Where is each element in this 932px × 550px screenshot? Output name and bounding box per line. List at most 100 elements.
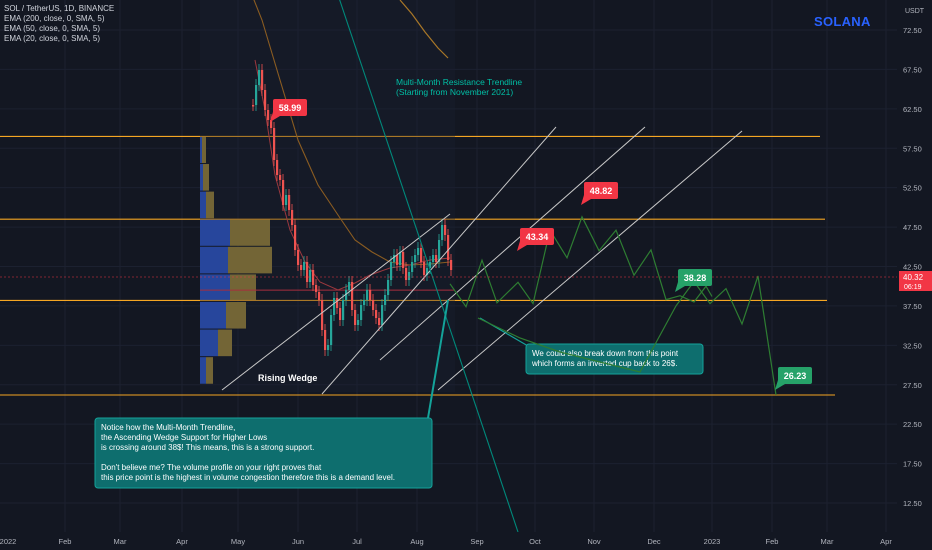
- price-flag: [520, 228, 554, 245]
- current-price-countdown: 06:19: [904, 284, 922, 291]
- price-flag-tail: [270, 112, 280, 122]
- callout-main-line: is crossing around 38$! This means, this…: [101, 443, 314, 452]
- candle-body: [339, 308, 342, 320]
- candle-body: [432, 255, 435, 262]
- volume-profile-bar-sell: [230, 219, 270, 246]
- current-price-tag: [899, 271, 932, 291]
- current-price-value: 40.32: [903, 273, 924, 282]
- price-flag-label: 26.23: [784, 371, 807, 381]
- candle-body: [258, 70, 261, 85]
- trendline-subtitle: (Starting from November 2021): [396, 87, 513, 97]
- volume-profile-bar-sell: [202, 136, 206, 164]
- candle-body: [366, 290, 369, 300]
- candle-body: [444, 225, 447, 235]
- candle-body: [360, 305, 363, 320]
- candle-body: [291, 210, 294, 225]
- volume-profile-bar-sell: [206, 357, 213, 384]
- time-tick-label: Apr: [176, 537, 188, 546]
- candle-body: [399, 252, 402, 265]
- symbol-line: SOL / TetherUS, 1D, BINANCE: [4, 4, 115, 13]
- candle-body: [255, 85, 258, 105]
- symbol-watermark: SOLANA: [814, 14, 871, 29]
- callout-main: Notice how the Multi-Month Trendline,the…: [94, 417, 433, 489]
- volume-profile-bar-buy: [200, 246, 228, 274]
- candle-body: [411, 262, 414, 272]
- volume-profile-bar-buy: [200, 164, 203, 191]
- candle-body: [330, 315, 333, 345]
- candle-body: [306, 262, 309, 282]
- volume-profile-bar-buy: [200, 357, 206, 384]
- volume-profile: [200, 136, 272, 384]
- currency-label: USDT: [905, 8, 925, 15]
- candle-body: [288, 195, 291, 210]
- callout-main-line: Notice how the Multi-Month Trendline,: [101, 423, 235, 432]
- time-tick-label: May: [231, 537, 245, 546]
- candle-body: [372, 300, 375, 310]
- time-axis[interactable]: 2022 Feb Mar Apr May Jun Jul Aug Sep Oct Nov Dec 202…: [0, 532, 932, 550]
- candle-body: [426, 268, 429, 275]
- candle-body: [435, 255, 438, 262]
- candle-body: [441, 225, 444, 240]
- price-tick-label: 32.50: [903, 341, 922, 350]
- price-flag-tail: [581, 195, 591, 205]
- candle-body: [312, 270, 315, 285]
- callout-main-line: Don't believe me? The volume profile on …: [101, 463, 322, 472]
- ema-50-line: [253, 0, 451, 266]
- price-axis[interactable]: USDT 72.50 67.50 62.50 57.50 52.50 47.50 42.50…: [897, 0, 932, 550]
- callout-main-line: the Ascending Wedge Support for Higher L…: [101, 433, 267, 442]
- candle-body: [279, 175, 282, 180]
- horizontal-levels: [0, 135, 835, 396]
- candles: [252, 64, 453, 356]
- candle-body: [369, 290, 372, 300]
- price-tick-label: 62.50: [903, 105, 922, 114]
- time-tick-label: Feb: [59, 537, 72, 546]
- volume-profile-bar-buy: [200, 274, 230, 301]
- candle-body: [303, 262, 306, 270]
- candle-body: [393, 255, 396, 262]
- price-labels: 58.99 48.82 43.34 38.28 26.23: [270, 99, 812, 390]
- candle-body: [384, 295, 387, 305]
- candle-body: [285, 195, 288, 205]
- volume-profile-bar-buy: [200, 301, 226, 329]
- candle-body: [414, 255, 417, 262]
- candle-body: [324, 330, 327, 350]
- candle-body: [408, 272, 411, 280]
- candle-body: [294, 225, 297, 250]
- history-shade: [200, 0, 455, 392]
- chart-legend: SOL / TetherUS, 1D, BINANCE EMA (200, cl…: [4, 4, 114, 44]
- time-tick-label: 2023: [704, 537, 721, 546]
- time-tick-label: Nov: [587, 537, 601, 546]
- candle-body: [381, 305, 384, 325]
- candle-body: [261, 70, 264, 90]
- time-tick-label: Mar: [114, 537, 127, 546]
- channel-line-1: [321, 126, 557, 395]
- price-flag-label: 48.82: [590, 186, 613, 196]
- price-flag: [778, 367, 812, 384]
- ema-200-line: [399, 0, 449, 59]
- volume-profile-bar-buy: [200, 329, 218, 357]
- candle-body: [345, 290, 348, 300]
- price-tick-label: 27.50: [903, 381, 922, 390]
- ema-200-legend: EMA (200, close, 0, SMA, 5): [4, 14, 105, 23]
- time-tick-label: 2022: [0, 537, 16, 546]
- price-flag: [584, 182, 618, 199]
- volume-profile-bar-sell: [230, 274, 256, 301]
- candle-body: [450, 260, 453, 270]
- volume-profile-bar-buy: [200, 191, 206, 219]
- time-tick-label: Mar: [821, 537, 834, 546]
- candle-body: [438, 240, 441, 262]
- candle-body: [405, 268, 408, 280]
- candle-body: [252, 105, 255, 107]
- resistance-trendline: [339, 0, 519, 532]
- candle-body: [342, 300, 345, 320]
- time-tick-label: Dec: [647, 537, 661, 546]
- candle-body: [315, 285, 318, 292]
- channel-line-3: [437, 130, 743, 391]
- callout-side-line: We could also break down from this point: [532, 349, 679, 358]
- candle-body: [375, 310, 378, 318]
- time-tick-label: Sep: [470, 537, 483, 546]
- candle-body: [309, 270, 312, 282]
- volume-profile-bar-sell: [203, 164, 209, 191]
- price-tick-label: 42.50: [903, 263, 922, 272]
